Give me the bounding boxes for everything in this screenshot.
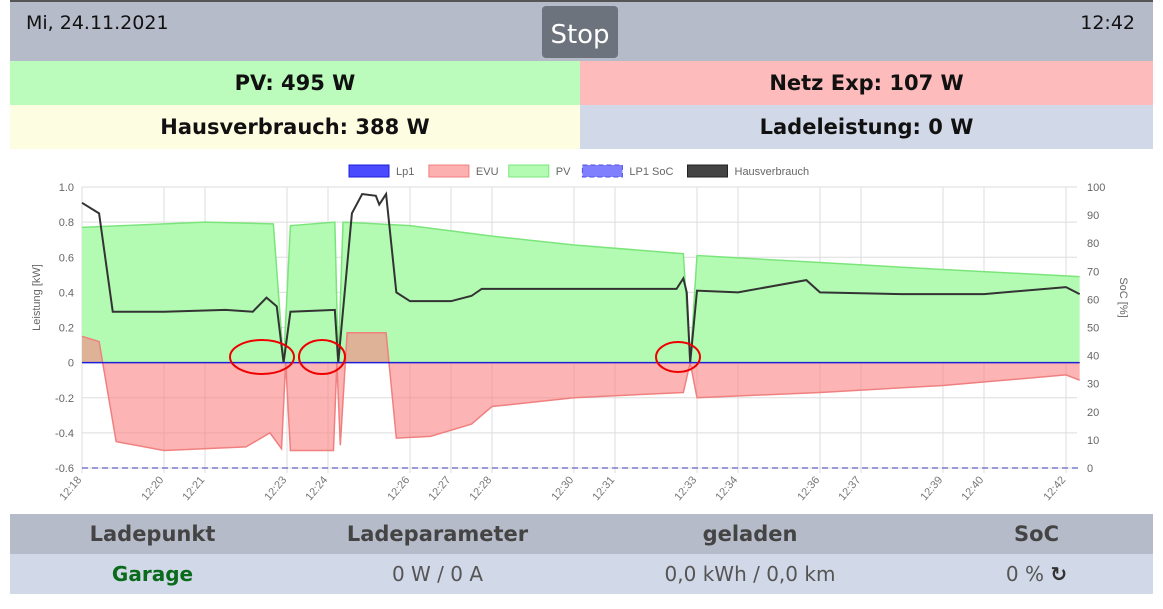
y2-tick-label: 70	[1087, 266, 1099, 278]
x-tick-label: 12:18	[57, 474, 84, 503]
legend-item: PV	[556, 166, 571, 178]
soc-value: 0 %	[1005, 562, 1044, 586]
y-tick-label: -0.6	[55, 463, 74, 475]
legend-swatch	[508, 164, 550, 178]
charging-power: Ladeleistung: 0 W	[580, 105, 1153, 149]
x-tick-label: 12:20	[139, 474, 166, 503]
x-tick-label: 12:40	[959, 474, 986, 503]
y2-tick-label: 50	[1087, 323, 1099, 335]
date: Mi, 24.11.2021	[26, 12, 169, 34]
y2-tick-label: 20	[1087, 407, 1099, 419]
x-tick-label: 12:30	[549, 474, 576, 503]
stop-button[interactable]: Stop	[542, 6, 618, 58]
annotation-circle	[298, 339, 346, 375]
x-tick-label: 12:28	[467, 474, 494, 503]
y2-tick-label: 30	[1087, 379, 1099, 391]
y-axis-label: Leistung [kW]	[31, 264, 43, 331]
legend-item: LP1 SoC	[629, 166, 673, 178]
x-tick-label: 12:21	[180, 474, 207, 503]
col-geladen: geladen	[702, 522, 798, 546]
legend-item: Hausverbrauch	[735, 166, 810, 178]
col-ladeparameter: Ladeparameter	[346, 522, 529, 546]
house-consumption: Hausverbrauch: 388 W	[10, 105, 580, 149]
y-tick-label: -0.2	[55, 393, 74, 405]
clock: 12:42	[1080, 12, 1135, 34]
series-area-pv	[82, 222, 1080, 363]
grid-export: Netz Exp: 107 W	[580, 61, 1153, 105]
series-line-hausverbrauch	[81, 191, 1081, 363]
x-tick-label: 12:33	[672, 474, 699, 503]
col-ladepunkt: Ladepunkt	[89, 522, 216, 546]
x-tick-label: 12:37	[836, 474, 863, 503]
x-tick-label: 12:42	[1041, 474, 1068, 503]
table-row[interactable]: Garage 0 W / 0 A 0,0 kWh / 0,0 km 0 % ↻	[10, 554, 1153, 594]
x-tick-label: 12:31	[590, 474, 617, 503]
y2-axis-label: SoC [%]	[1117, 277, 1129, 317]
series-line-pv	[81, 221, 1080, 363]
y2-tick-label: 40	[1087, 351, 1099, 363]
x-tick-label: 12:26	[385, 474, 412, 503]
legend-item: EVU	[476, 166, 499, 178]
charged-amount: 0,0 kWh / 0,0 km	[664, 562, 836, 586]
annotation-circle	[229, 339, 295, 375]
legend-swatch	[348, 164, 390, 178]
legend-item: Lp1	[396, 166, 414, 178]
y2-tick-label: 90	[1087, 210, 1099, 222]
series-area-evu	[82, 332, 1080, 451]
soc-cell: 0 % ↻	[920, 562, 1153, 586]
x-tick-label: 12:34	[713, 474, 740, 503]
y-tick-label: 0.8	[59, 217, 74, 229]
y2-tick-label: 10	[1087, 435, 1099, 447]
y-tick-label: 0.6	[59, 252, 74, 264]
y2-tick-label: 80	[1087, 238, 1099, 250]
table-header: Ladepunkt Ladeparameter geladen SoC	[10, 514, 1153, 554]
col-soc: SoC	[1014, 522, 1059, 546]
y-tick-label: 0.4	[59, 287, 74, 299]
x-tick-label: 12:36	[795, 474, 822, 503]
y2-tick-label: 100	[1087, 182, 1105, 194]
legend-swatch	[581, 164, 623, 178]
refresh-icon[interactable]: ↻	[1050, 562, 1068, 586]
chargepoint-table: Ladepunkt Ladeparameter geladen SoC Gara…	[10, 514, 1153, 594]
y2-tick-label: 0	[1087, 463, 1093, 475]
y-tick-label: 0.2	[59, 323, 74, 335]
x-tick-label: 12:24	[303, 474, 330, 503]
y-tick-label: 1.0	[59, 182, 74, 194]
y2-tick-label: 60	[1087, 294, 1099, 306]
annotation-circle	[655, 341, 701, 373]
chargepoint-name[interactable]: Garage	[111, 562, 194, 586]
legend-swatch	[687, 164, 728, 178]
x-tick-label: 12:27	[426, 474, 453, 503]
power-chart: 1.00.80.60.40.20-0.2-0.4-0.6100908070605…	[31, 164, 1129, 503]
pv-power: PV: 495 W	[10, 61, 580, 105]
x-tick-label: 12:39	[918, 474, 945, 503]
y-tick-label: -0.4	[55, 428, 74, 440]
x-tick-label: 12:23	[262, 474, 289, 503]
series-line-evu	[81, 332, 1080, 452]
legend-swatch	[428, 164, 470, 178]
header-bar: Mi, 24.11.2021 Stop 12:42	[10, 0, 1153, 61]
y-tick-label: 0	[68, 358, 74, 370]
charge-params: 0 W / 0 A	[391, 562, 484, 586]
